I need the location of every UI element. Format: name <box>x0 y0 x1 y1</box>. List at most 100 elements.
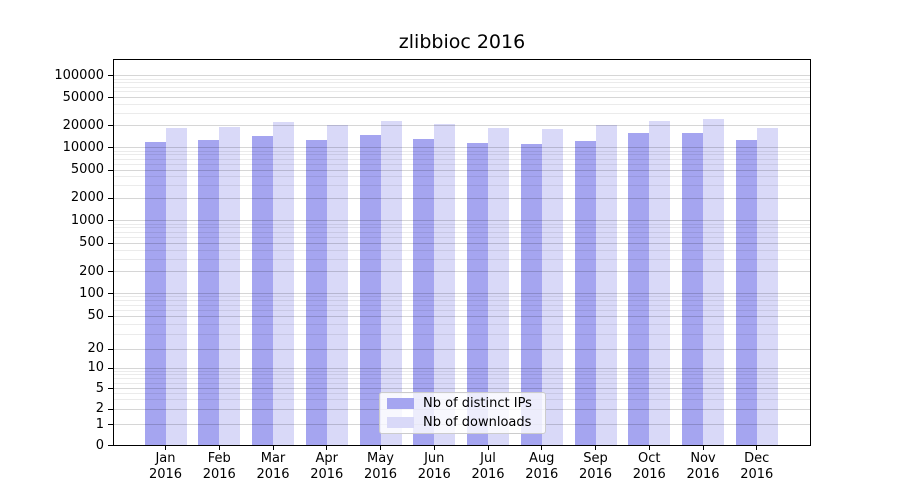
x-label-year: 2016 <box>310 466 344 482</box>
y-axis-tick-label: 100 <box>79 285 104 301</box>
y-tick-mark <box>108 445 113 446</box>
x-label-month: Feb <box>207 451 231 466</box>
legend-entry-downloads: Nb of downloads <box>387 415 538 431</box>
x-axis-tick-label: Sep 2016 <box>566 451 626 482</box>
y-tick-mark <box>108 125 113 127</box>
gridline-major <box>114 293 810 294</box>
bar-distinct-ips <box>520 144 542 445</box>
x-label-month: Apr <box>315 451 339 466</box>
gridline-minor <box>114 82 810 84</box>
gridline-minor <box>114 158 810 160</box>
gridline-minor <box>114 86 810 88</box>
y-axis-tick-label: 20 <box>87 341 104 356</box>
bar-distinct-ips <box>735 140 757 445</box>
gridline-major <box>114 197 810 199</box>
bar-distinct-ips <box>252 136 273 445</box>
x-axis-tick-label: May 2016 <box>351 451 411 482</box>
x-axis-tick-label: Jul 2016 <box>458 451 518 482</box>
gridline-minor <box>114 333 810 335</box>
y-axis-tick-label: 0 <box>95 437 104 453</box>
y-tick-mark <box>108 169 113 171</box>
x-label-year: 2016 <box>578 466 613 482</box>
gridline-major <box>114 147 810 149</box>
x-axis-tick-label: Apr 2016 <box>297 451 357 482</box>
gridline-minor <box>114 323 810 325</box>
bar-distinct-ips <box>413 139 435 445</box>
gridline-minor <box>114 258 810 260</box>
bar-distinct-ips <box>628 133 650 445</box>
x-tick-mark <box>756 445 758 450</box>
y-tick-mark <box>108 75 113 77</box>
legend: Nb of distinct IPs Nb of downloads <box>379 392 546 434</box>
x-axis-tick-label: Dec 2016 <box>727 451 787 482</box>
bar-distinct-ips <box>682 133 703 445</box>
x-tick-mark <box>595 445 596 450</box>
gridline-minor <box>114 304 810 306</box>
gridline-major <box>114 125 810 127</box>
y-tick-mark <box>108 242 113 244</box>
bar-distinct-ips <box>467 143 488 445</box>
gridline-minor <box>114 150 810 152</box>
legend-swatch-distinct-ips-icon <box>387 398 414 409</box>
bar-downloads <box>649 121 671 445</box>
x-label-year: 2016 <box>202 466 236 482</box>
x-axis-tick-label: Feb 2016 <box>189 451 249 482</box>
y-tick-mark <box>108 293 113 294</box>
y-axis-tick-label: 2000 <box>70 190 104 206</box>
x-label-year: 2016 <box>417 466 451 482</box>
gridline-major <box>114 169 810 171</box>
gridline-major <box>114 315 810 317</box>
bar-distinct-ips <box>198 139 220 445</box>
x-axis-tick-label: Jan 2016 <box>136 451 196 482</box>
x-label-month: Dec <box>744 451 770 466</box>
y-tick-mark <box>108 147 113 149</box>
x-axis-tick-label: Jun 2016 <box>404 451 464 482</box>
gridline-minor <box>114 309 810 311</box>
y-tick-mark <box>108 271 113 273</box>
gridline-minor <box>114 91 810 93</box>
y-axis-tick-label: 500 <box>79 235 104 251</box>
gridline-major <box>114 220 810 222</box>
gridline-minor <box>114 378 810 380</box>
legend-entry-distinct-ips: Nb of distinct IPs <box>387 396 538 412</box>
gridline-minor <box>114 176 810 178</box>
bar-downloads <box>541 129 563 445</box>
x-label-month: Jun <box>424 451 445 466</box>
y-tick-mark <box>108 424 113 425</box>
x-label-month: Mar <box>260 451 286 466</box>
y-axis-tick-label: 10 <box>87 360 104 375</box>
gridline-minor <box>114 300 810 302</box>
y-tick-mark <box>108 408 113 410</box>
gridline-minor <box>114 236 810 238</box>
x-label-month: Aug <box>529 451 555 466</box>
x-label-year: 2016 <box>256 466 290 482</box>
gridline-minor <box>114 112 810 114</box>
y-tick-mark <box>108 348 113 350</box>
x-axis-tick-label: Oct 2016 <box>619 451 679 482</box>
x-label-year: 2016 <box>148 466 183 482</box>
gridline-minor <box>114 370 810 372</box>
gridline-minor <box>114 104 810 106</box>
y-tick-mark <box>108 197 113 199</box>
x-label-year: 2016 <box>686 466 720 482</box>
y-tick-mark <box>108 97 113 99</box>
x-label-year: 2016 <box>471 466 505 482</box>
x-axis-tick-label: Aug 2016 <box>512 451 572 482</box>
x-tick-mark <box>165 445 166 450</box>
x-axis-tick-label: Nov 2016 <box>673 451 733 482</box>
x-axis-tick-label: Mar 2016 <box>243 451 303 482</box>
gridline-minor <box>114 185 810 187</box>
y-axis-tick-label: 10000 <box>62 139 104 155</box>
x-label-year: 2016 <box>525 466 559 482</box>
y-axis-tick-label: 50000 <box>62 89 104 105</box>
y-axis-tick-label: 1 <box>95 416 104 432</box>
bar-downloads <box>326 124 348 445</box>
gridline-minor <box>114 249 810 251</box>
bar-downloads <box>434 123 456 445</box>
x-tick-mark <box>380 445 381 450</box>
y-tick-mark <box>108 367 113 369</box>
x-tick-mark <box>648 445 650 450</box>
bar-downloads <box>756 128 778 445</box>
bar-distinct-ips <box>144 141 166 445</box>
